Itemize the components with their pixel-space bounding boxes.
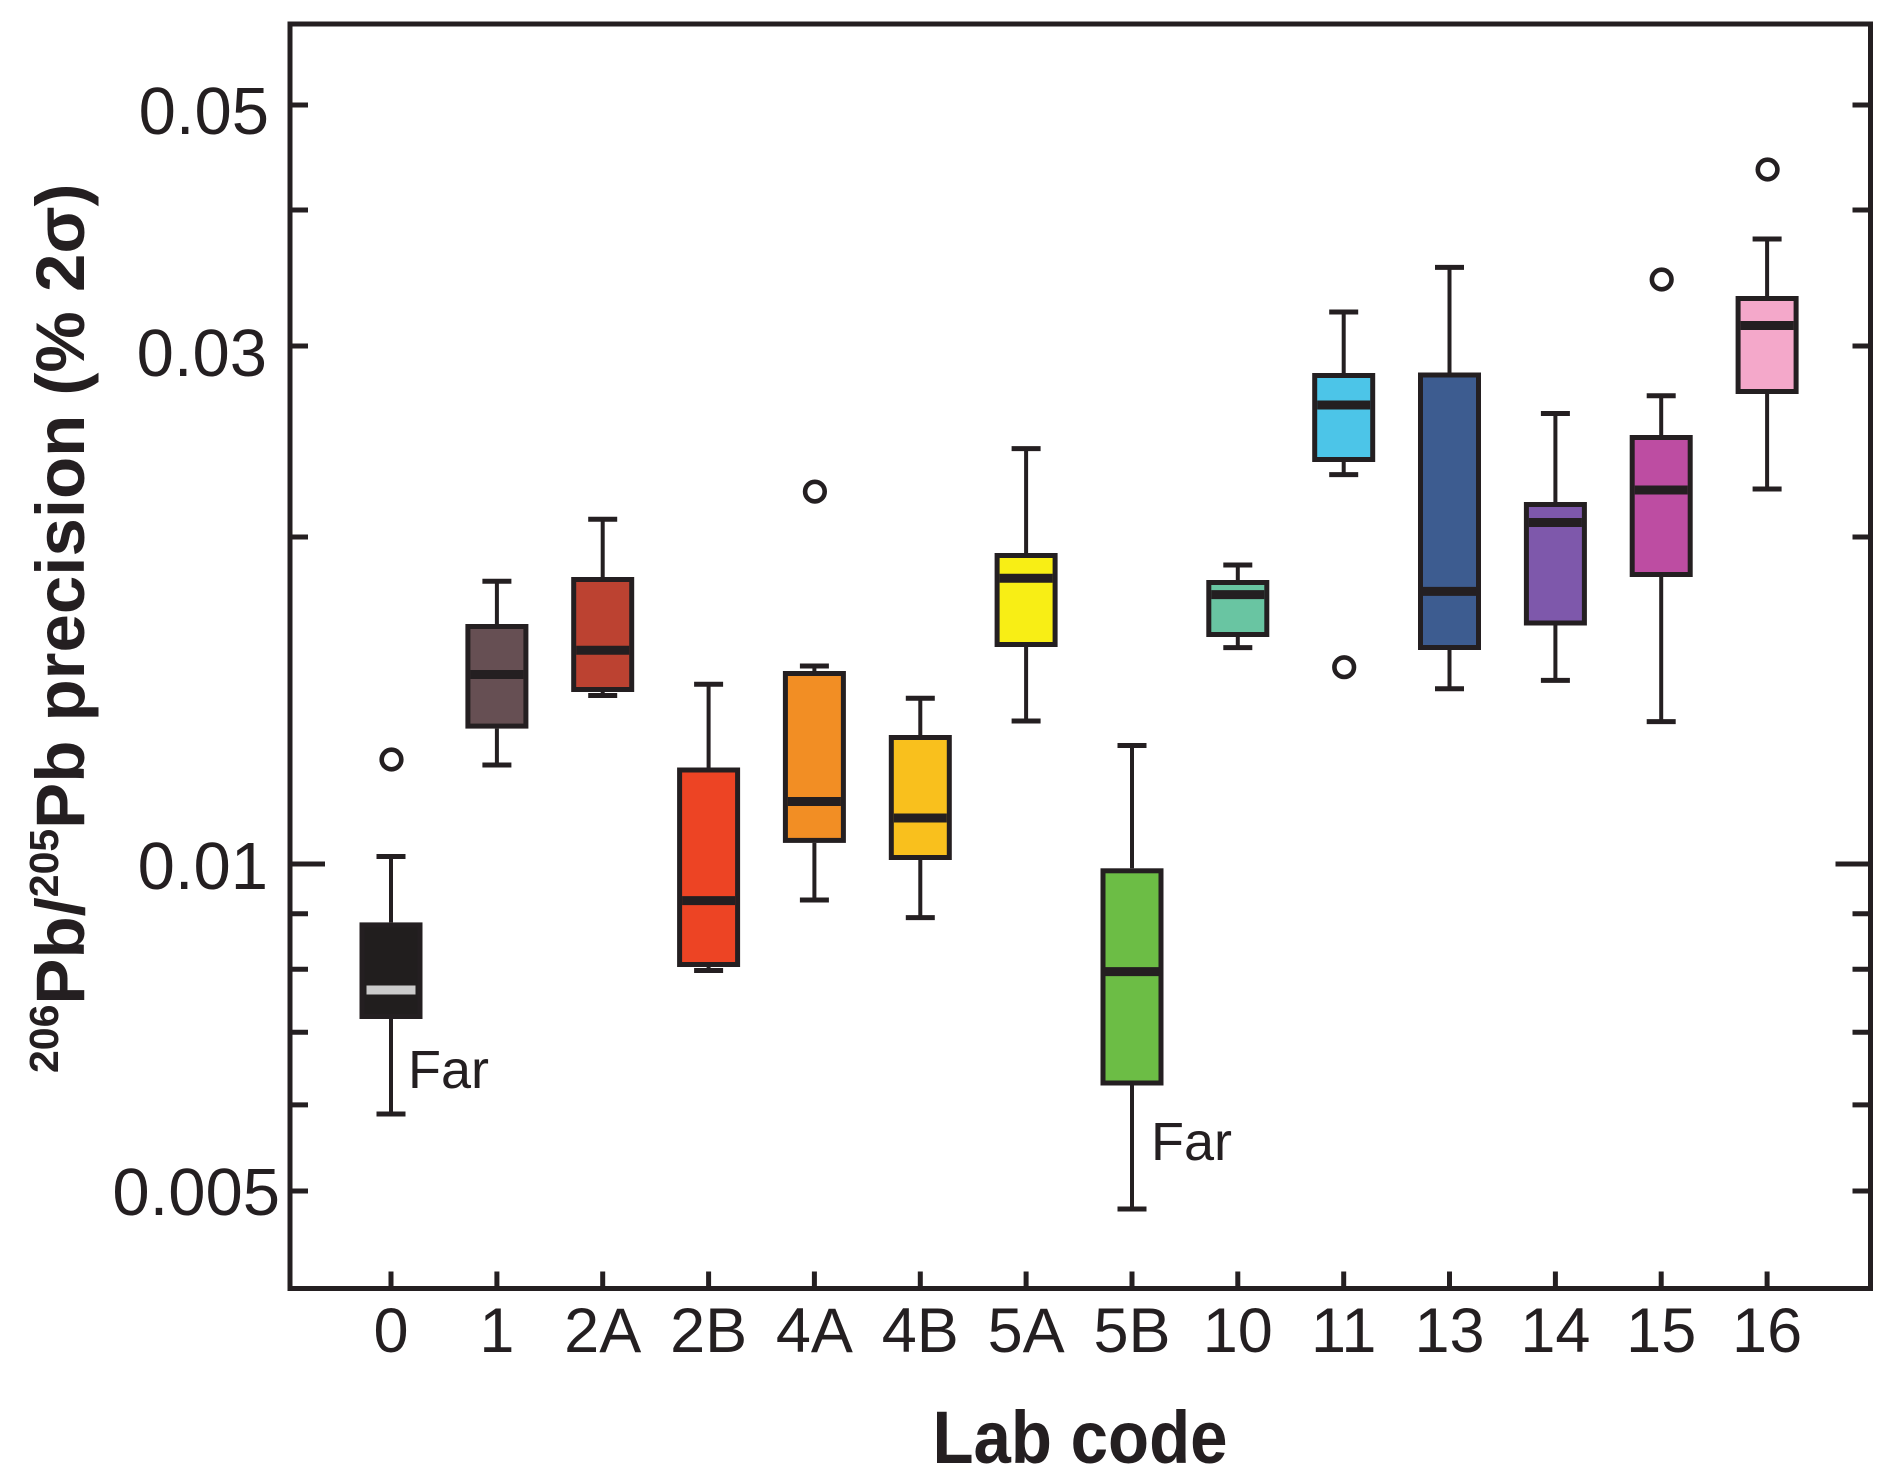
svg-text:14: 14 bbox=[1520, 1296, 1590, 1366]
svg-text:0.03: 0.03 bbox=[137, 316, 267, 391]
svg-text:Lab code: Lab code bbox=[933, 1396, 1228, 1479]
svg-text:4A: 4A bbox=[776, 1296, 853, 1366]
svg-text:Far: Far bbox=[408, 1040, 489, 1100]
svg-text:0.01: 0.01 bbox=[138, 829, 268, 904]
svg-text:0.05: 0.05 bbox=[139, 74, 269, 149]
svg-text:0: 0 bbox=[373, 1296, 408, 1366]
svg-text:5A: 5A bbox=[988, 1296, 1065, 1366]
svg-text:10: 10 bbox=[1203, 1296, 1273, 1366]
svg-text:16: 16 bbox=[1732, 1296, 1802, 1366]
svg-text:2A: 2A bbox=[564, 1296, 641, 1366]
svg-text:13: 13 bbox=[1414, 1296, 1484, 1366]
svg-text:15: 15 bbox=[1626, 1296, 1696, 1366]
svg-text:5B: 5B bbox=[1093, 1296, 1170, 1366]
svg-text:4B: 4B bbox=[882, 1296, 959, 1366]
svg-text:0.005: 0.005 bbox=[112, 1155, 280, 1230]
svg-text:206Pb/205Pb precision (% 2σ): 206Pb/205Pb precision (% 2σ) bbox=[21, 183, 99, 1073]
svg-text:11: 11 bbox=[1311, 1296, 1376, 1366]
svg-text:2B: 2B bbox=[670, 1296, 747, 1366]
svg-text:Far: Far bbox=[1151, 1112, 1232, 1172]
svg-text:1: 1 bbox=[479, 1296, 514, 1366]
